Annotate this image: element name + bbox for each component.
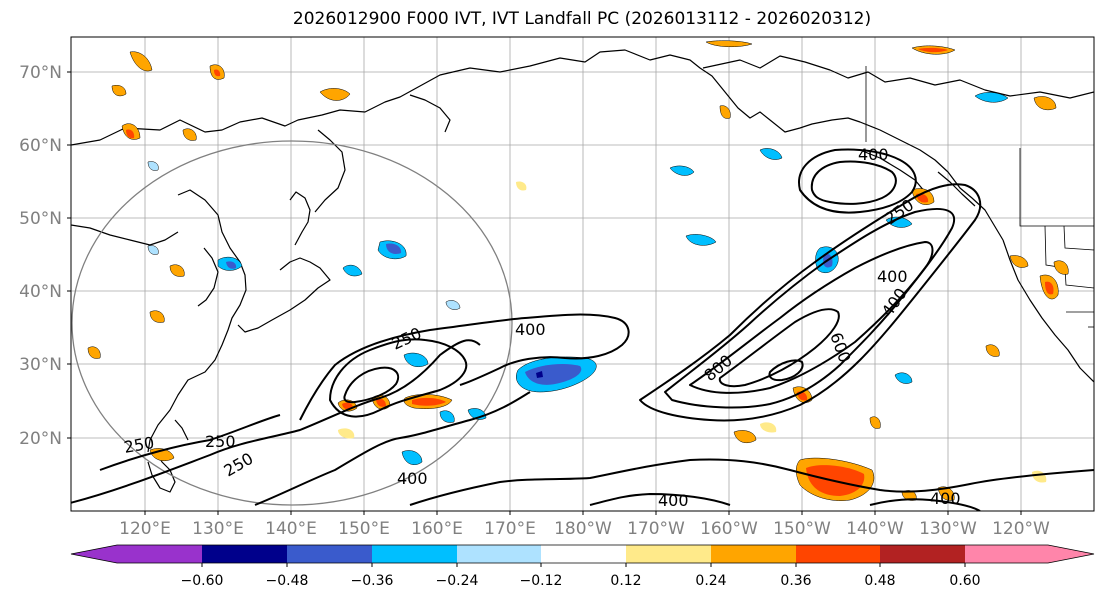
lon-label: 150°W — [773, 519, 831, 539]
lon-label: 130°E — [192, 519, 244, 539]
ivt-contours — [71, 148, 1094, 511]
colorbar-tick-label: −0.24 — [436, 573, 479, 589]
pc-anomaly-shading — [87, 40, 1069, 501]
lon-label: 120°E — [119, 519, 171, 539]
lon-label: 150°E — [338, 519, 390, 539]
colorbar-segment — [372, 545, 457, 563]
lat-label: 20°N — [19, 429, 62, 449]
colorbar-segment — [626, 545, 711, 563]
lon-label: 160°W — [700, 519, 758, 539]
lat-label: 40°N — [19, 282, 62, 302]
longitude-labels: 120°E 130°E 140°E 150°E 160°E 170°E 180°… — [119, 519, 1050, 539]
colorbar-tick-label: −0.12 — [520, 573, 563, 589]
axis-ticks — [67, 71, 1022, 515]
colorbar-extend-high — [1048, 545, 1094, 563]
colorbar-extend-low — [71, 545, 117, 563]
reference-circle — [71, 140, 513, 506]
colorbar-tick-label: 0.36 — [780, 573, 811, 589]
lon-label: 120°W — [992, 519, 1050, 539]
colorbar-tick-label: 0.48 — [864, 573, 895, 589]
colorbar-segment — [541, 545, 626, 563]
lat-label: 30°N — [19, 355, 62, 375]
colorbar-outline — [70, 544, 1095, 564]
colorbar-segment — [202, 545, 287, 563]
lon-label: 130°W — [919, 519, 977, 539]
map-background — [71, 37, 1094, 511]
colorbar-segment — [287, 545, 372, 563]
lat-label: 50°N — [19, 209, 62, 229]
lon-label: 160°E — [411, 519, 463, 539]
colorbar-segment — [965, 545, 1048, 563]
colorbar-tick-label: 0.12 — [610, 573, 641, 589]
lat-label: 60°N — [19, 136, 62, 156]
map-panel: 400 250 400 400 800 600 250 400 250 250 … — [19, 36, 1095, 539]
contour-label: 400 — [877, 267, 908, 286]
colorbar-tick-label: −0.36 — [351, 573, 394, 589]
coastlines — [71, 49, 1094, 493]
contour-label: 250 — [205, 432, 236, 451]
contour-label: 400 — [658, 491, 689, 510]
colorbar-segment — [711, 545, 796, 563]
contour-label: 400 — [397, 469, 428, 488]
latitude-labels: 70°N 60°N 50°N 40°N 30°N 20°N — [19, 63, 62, 449]
lon-label: 170°E — [484, 519, 536, 539]
contour-label: 400 — [858, 145, 889, 164]
colorbar-segment — [796, 545, 880, 563]
lat-label: 70°N — [19, 63, 62, 83]
colorbar: −0.60 −0.48 −0.36 −0.24 −0.12 0.12 0.24 … — [70, 544, 1095, 589]
lon-label: 140°E — [265, 519, 317, 539]
contour-label: 400 — [930, 489, 961, 508]
colorbar-segment — [117, 545, 202, 563]
figure-title: 2026012900 F000 IVT, IVT Landfall PC (20… — [292, 9, 872, 29]
lon-label: 140°W — [846, 519, 904, 539]
colorbar-segment — [457, 545, 541, 563]
lon-label: 180°W — [554, 519, 612, 539]
colorbar-tick-label: −0.60 — [181, 573, 224, 589]
colorbar-ticks — [201, 563, 966, 567]
contour-label: 400 — [515, 320, 546, 339]
lon-label: 170°W — [627, 519, 685, 539]
colorbar-tick-label: −0.48 — [266, 573, 309, 589]
colorbar-segment — [880, 545, 965, 563]
colorbar-tick-label: 0.60 — [949, 573, 980, 589]
colorbar-tick-label: 0.24 — [695, 573, 726, 589]
